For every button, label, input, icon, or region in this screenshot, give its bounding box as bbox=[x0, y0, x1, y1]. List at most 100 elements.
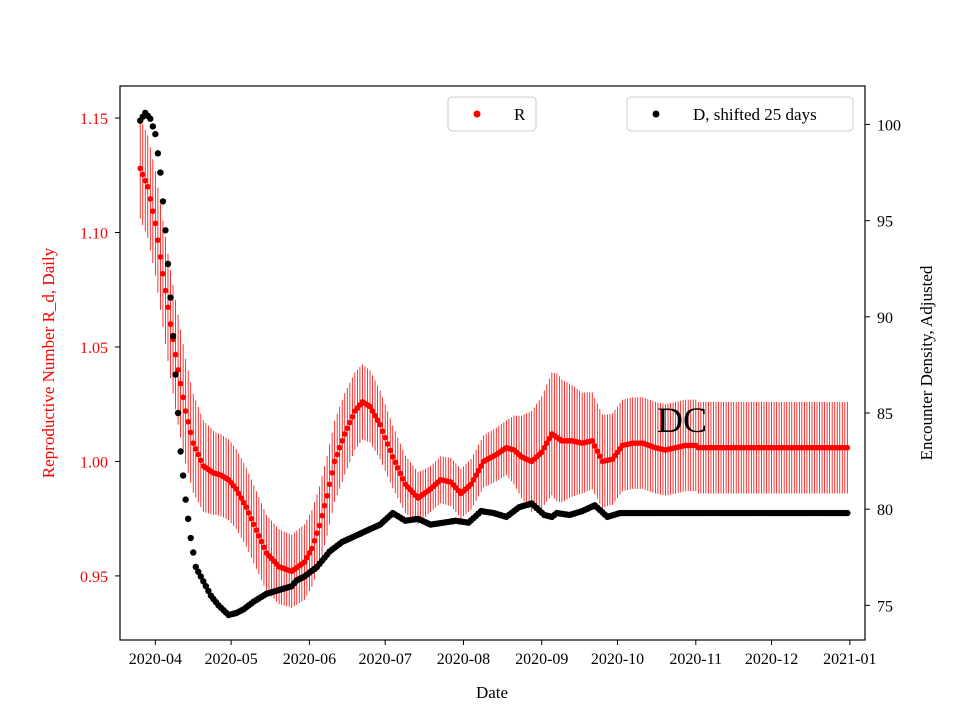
d-point bbox=[159, 198, 167, 205]
d-point bbox=[152, 130, 159, 138]
x-tick-label: 2020-06 bbox=[283, 651, 336, 668]
r-point bbox=[144, 183, 151, 190]
legend-d-box bbox=[626, 96, 854, 132]
d-point bbox=[200, 578, 207, 585]
d-point bbox=[184, 515, 192, 523]
d-point bbox=[205, 587, 212, 595]
r-point bbox=[344, 425, 351, 432]
x-tick-label: 2020-10 bbox=[591, 651, 644, 668]
r-point bbox=[309, 545, 315, 552]
y-right-tick-label: 95 bbox=[877, 214, 893, 231]
r-point bbox=[387, 447, 394, 454]
r-point bbox=[238, 495, 245, 501]
r-point bbox=[162, 287, 169, 294]
r-point bbox=[316, 522, 323, 529]
r-point bbox=[175, 367, 181, 373]
d-point bbox=[177, 448, 184, 455]
y-left-axis-label: Reproductive Number R_d, Daily bbox=[39, 247, 58, 478]
r-point bbox=[321, 502, 328, 509]
d-point bbox=[179, 472, 187, 479]
d-point bbox=[174, 409, 182, 417]
r-point bbox=[397, 470, 404, 477]
r-point bbox=[369, 408, 376, 414]
r-point bbox=[180, 394, 186, 401]
d-point bbox=[190, 549, 197, 556]
d-point bbox=[149, 123, 157, 130]
x-axis-label: Date bbox=[476, 683, 508, 702]
r-point bbox=[198, 457, 204, 464]
d-point bbox=[197, 573, 205, 580]
d-point bbox=[195, 568, 202, 575]
r-series-points bbox=[137, 165, 851, 575]
r-point bbox=[137, 165, 144, 172]
x-tick-label: 2020-05 bbox=[204, 651, 257, 668]
y-left-axis: 0.95 1.00 1.05 1.10 1.15 bbox=[80, 111, 120, 586]
d-point bbox=[169, 332, 177, 340]
r-point bbox=[311, 537, 318, 544]
r-point bbox=[187, 429, 194, 436]
r-point bbox=[165, 304, 171, 311]
r-point bbox=[594, 448, 601, 454]
r-point bbox=[379, 428, 386, 435]
r-point bbox=[139, 171, 146, 178]
r-point bbox=[319, 512, 325, 519]
y-left-tick-label: 1.15 bbox=[80, 111, 108, 128]
r-point bbox=[172, 351, 179, 358]
r-point bbox=[258, 538, 265, 545]
r-point bbox=[192, 446, 199, 452]
d-point bbox=[147, 115, 154, 122]
d-point bbox=[192, 563, 199, 571]
r-point bbox=[543, 440, 550, 446]
r-point bbox=[591, 443, 598, 449]
r-point bbox=[235, 490, 242, 497]
r-point bbox=[400, 476, 406, 482]
legend-d-label: D, shifted 25 days bbox=[693, 105, 817, 124]
y-right-tick-label: 90 bbox=[877, 310, 893, 327]
r-point bbox=[243, 504, 250, 511]
y-left-tick-label: 1.00 bbox=[80, 454, 108, 471]
r-point bbox=[177, 380, 184, 387]
r-point bbox=[160, 270, 166, 277]
r-point bbox=[190, 440, 197, 446]
d-point bbox=[187, 534, 194, 542]
legend-r-box bbox=[447, 96, 537, 132]
d-point bbox=[157, 169, 164, 176]
r-point bbox=[538, 449, 545, 456]
r-point bbox=[374, 417, 381, 424]
x-tick-label: 2020-04 bbox=[129, 651, 182, 668]
d-point bbox=[162, 227, 169, 234]
y-right-tick-label: 85 bbox=[877, 406, 893, 423]
r-point bbox=[349, 413, 356, 420]
r-point bbox=[384, 441, 391, 447]
r-point bbox=[347, 419, 353, 426]
y-left-tick-label: 1.05 bbox=[80, 340, 108, 357]
d-point bbox=[182, 496, 189, 503]
r-point bbox=[261, 544, 267, 551]
r-point bbox=[314, 530, 320, 536]
y-right-tick-label: 80 bbox=[877, 502, 893, 519]
r-point bbox=[392, 459, 399, 466]
r-point bbox=[240, 499, 247, 506]
y-right-axis-label: Encounter Density, Adjusted bbox=[917, 265, 936, 460]
r-point bbox=[157, 254, 164, 260]
r-point bbox=[253, 527, 260, 533]
r-point bbox=[185, 418, 191, 425]
r-point bbox=[142, 177, 149, 184]
r-point bbox=[248, 515, 255, 522]
r-point bbox=[470, 476, 477, 483]
r-point bbox=[150, 208, 156, 214]
chart-annotation: DC bbox=[657, 400, 707, 440]
r-point bbox=[377, 422, 383, 428]
r-point bbox=[304, 554, 310, 561]
r-point bbox=[152, 220, 159, 227]
r-point bbox=[155, 237, 161, 243]
x-tick-label: 2020-12 bbox=[745, 651, 798, 668]
legend-d-marker bbox=[652, 110, 660, 118]
r-point bbox=[147, 196, 154, 202]
r-point bbox=[394, 465, 401, 471]
r-point bbox=[336, 444, 343, 451]
r-point bbox=[475, 467, 482, 474]
r-point bbox=[341, 431, 348, 437]
d-point bbox=[202, 582, 210, 590]
